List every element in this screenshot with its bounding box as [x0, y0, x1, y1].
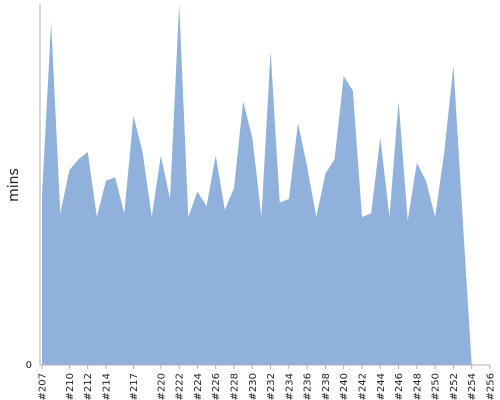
x-tick-label: #242: [358, 373, 369, 400]
x-tick-label: #236: [303, 373, 314, 400]
x-tick-label: #230: [248, 373, 259, 400]
plot-area: [42, 4, 490, 365]
x-tick-label: #224: [193, 373, 204, 400]
x-tick-label: #250: [431, 373, 442, 400]
x-tick-label: #217: [129, 373, 140, 400]
y-tick-label: 0: [26, 360, 32, 371]
x-tick-label: #228: [230, 373, 241, 400]
y-axis-label: mins: [6, 168, 22, 202]
x-tick-label: #222: [175, 373, 186, 400]
x-tick-label: #240: [339, 373, 350, 400]
x-tick-label: #207: [38, 373, 49, 400]
x-tick-label: #232: [266, 373, 277, 400]
series-area: [42, 4, 490, 365]
x-tick-label: #220: [156, 373, 167, 400]
x-tick-label: #212: [83, 373, 94, 400]
x-tick-label: #214: [102, 373, 113, 400]
x-tick-labels: #207 #210 #212 #214 #217 #220 #222 #224 #226 #228…: [38, 365, 497, 400]
x-tick-label: #254: [467, 373, 478, 400]
x-tick-label: #210: [65, 373, 76, 400]
x-tick-label: #238: [321, 373, 332, 400]
x-tick-label: #252: [449, 373, 460, 400]
x-tick-label: #256: [486, 373, 497, 400]
y-tick-labels: 0: [26, 360, 32, 371]
x-tick-label: #244: [376, 373, 387, 400]
x-tick-label: #226: [211, 373, 222, 400]
x-tick-label: #246: [394, 373, 405, 400]
x-tick-label: #248: [412, 373, 423, 400]
x-tick-label: #234: [284, 373, 295, 400]
